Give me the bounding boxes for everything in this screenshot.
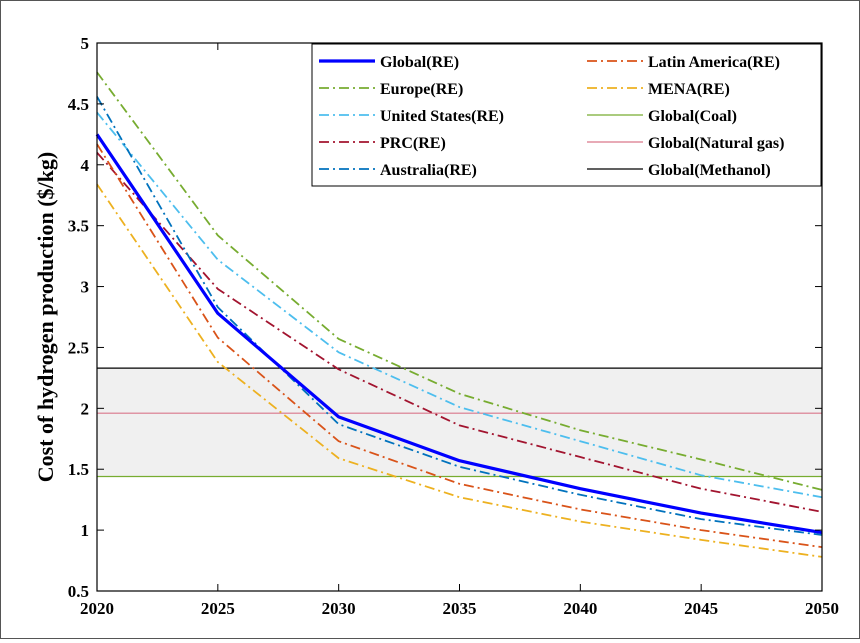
legend-label-latin-america-re: Latin America(RE) xyxy=(648,54,780,71)
y-tick-label: 5 xyxy=(81,34,90,53)
y-tick-label: 0.5 xyxy=(68,582,89,601)
legend-label-prc-re: PRC(RE) xyxy=(380,135,446,152)
y-tick-label: 1 xyxy=(81,521,90,540)
legend-box xyxy=(311,43,822,187)
y-tick-label: 2.5 xyxy=(68,338,89,357)
series-line-prc-re xyxy=(96,152,823,513)
series-line-europe-re xyxy=(96,71,823,491)
y-tick-label: 4.5 xyxy=(68,95,89,114)
y-tick-label: 3 xyxy=(81,278,90,297)
legend-label-global-methanol: Global(Methanol) xyxy=(648,162,771,179)
legend-label-united-states-re: United States(RE) xyxy=(380,108,504,125)
series-line-australia-re xyxy=(96,96,823,536)
y-axis-label: Cost of hydrogen production ($/kg) xyxy=(33,152,58,482)
x-tick-label: 2025 xyxy=(201,599,235,618)
series-line-global-re xyxy=(95,133,823,535)
legend: Global(RE) Europe(RE) United States(RE) PRC… xyxy=(311,43,822,187)
series-line-latin-america-re xyxy=(96,143,823,549)
series-line-mena-re xyxy=(96,183,823,558)
y-tick-label: 4 xyxy=(81,156,90,175)
x-tick-label: 2020 xyxy=(80,599,114,618)
x-tick-label: 2045 xyxy=(684,599,718,618)
y-tick-label: 1.5 xyxy=(68,460,89,479)
x-tick-label: 2040 xyxy=(563,599,597,618)
x-tick-label: 2050 xyxy=(805,599,839,618)
legend-label-global-coal: Global(Coal) xyxy=(648,108,737,125)
y-tick-label: 2 xyxy=(81,399,90,418)
legend-label-australia-re: Australia(RE) xyxy=(380,162,477,179)
x-tick-label: 2035 xyxy=(443,599,477,618)
legend-label-global-natural-gas: Global(Natural gas) xyxy=(648,135,784,152)
legend-label-mena-re: MENA(RE) xyxy=(648,81,730,98)
series-line-united-states-re xyxy=(96,111,823,499)
legend-label-europe-re: Europe(RE) xyxy=(380,81,463,98)
legend-label-global-re: Global(RE) xyxy=(380,54,459,71)
y-tick-label: 3.5 xyxy=(68,217,89,236)
x-tick-label: 2030 xyxy=(322,599,356,618)
reference-band xyxy=(97,368,822,477)
